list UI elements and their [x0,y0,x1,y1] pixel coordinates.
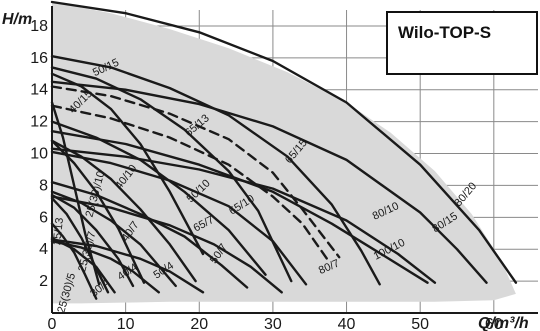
y-tick-label-8: 8 [39,177,48,194]
axes [51,6,538,314]
y-tick-label-12: 12 [30,114,48,131]
curve-65-15 [50,55,381,286]
curve-65-13 [50,104,330,262]
curve-50-10 [50,120,267,276]
title-box: Wilo-TOP-S [386,11,538,75]
curve-label-80-20: 80/20 [452,180,479,209]
curve-40-15 [50,72,205,256]
x-tick-label-30: 30 [264,316,282,331]
curve-30-7 [50,193,135,288]
title-box-frame [386,11,538,75]
x-tick-label-0: 0 [48,316,57,331]
curve-25-7 [50,196,110,294]
curve-80-10 [50,147,437,284]
curve-25-13 [50,101,101,286]
curve-label-25-13: 25/13 [51,217,66,246]
y-tick-label-10: 10 [30,146,48,163]
curve-40-7 [50,190,177,288]
x-tick-label-50: 50 [411,316,429,331]
curve-25-5 [50,222,98,300]
curve-30-4 [50,236,116,294]
y-tick-label-14: 14 [30,82,48,99]
x-tick-label-10: 10 [117,316,135,331]
curve-80-7 [50,85,341,259]
curve-80-15 [50,80,488,284]
y-tick-label-4: 4 [39,241,48,258]
x-tick-label-60: 60 [485,316,503,331]
y-tick-label-2: 2 [39,273,48,290]
x-tick-label-40: 40 [338,316,356,331]
x-tick-label-20: 20 [190,316,208,331]
y-axis-label: H/m [2,11,32,28]
y-tick-label-16: 16 [30,50,48,67]
tick-labels: 0 10 20 30 40 50 60 2 4 6 8 10 12 14 16 18 [30,18,503,331]
x-axis-label: Q/m³/h [478,315,529,331]
curve-40-10 [50,139,197,283]
pump-curves [50,0,518,300]
y-tick-label-18: 18 [30,18,48,35]
y-tick-label-6: 6 [39,209,48,226]
curve-65-10 [50,150,308,286]
curve-50-7 [50,180,249,289]
curve-50-15 [50,66,293,283]
chart-title: Wilo-TOP-S [398,23,491,42]
curve-100-10 [50,129,429,284]
curve-50-4 [50,238,205,294]
curve-80-20 [50,0,518,284]
